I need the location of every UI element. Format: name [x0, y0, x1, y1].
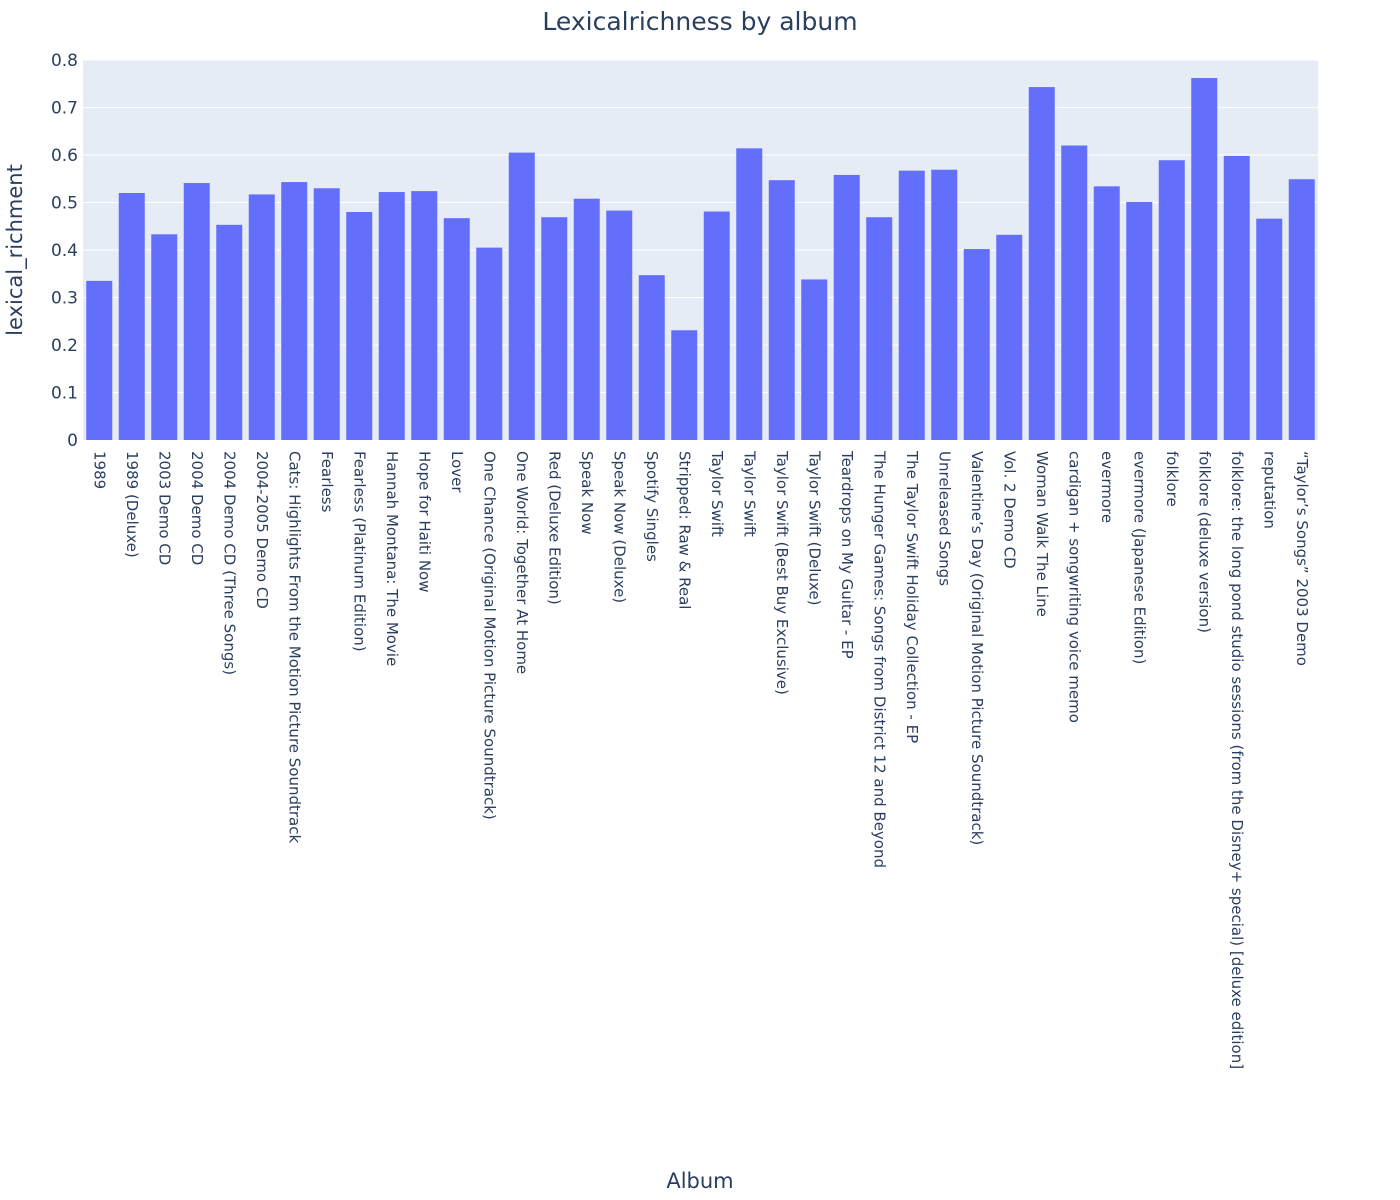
- chart-title: Lexicalrichness by album: [542, 7, 857, 36]
- y-tick-label: 0.4: [51, 241, 78, 261]
- x-tick-label: Red (Deluxe Edition): [545, 451, 563, 605]
- x-tick-label: Teardrops on My Guitar - EP: [838, 450, 856, 659]
- x-tick-label: 2004 Demo CD: [188, 451, 206, 565]
- bar: [736, 148, 763, 440]
- x-tick-label: Hannah Montana: The Movie: [383, 451, 401, 666]
- x-tick-label: Lover: [448, 451, 466, 493]
- x-tick-label: Fearless (Platinum Edition): [350, 451, 368, 652]
- bar: [1061, 145, 1088, 440]
- y-tick-label: 0.6: [51, 146, 78, 166]
- x-tick-label: Taylor Swift: [708, 450, 726, 537]
- x-tick-label: Spotify Singles: [643, 451, 661, 562]
- y-tick-label: 0.3: [51, 289, 78, 309]
- bar: [476, 247, 503, 440]
- bar: [151, 234, 178, 440]
- bar: [508, 152, 535, 440]
- bar: [1223, 155, 1250, 440]
- bar: [541, 217, 568, 440]
- y-tick-label: 0.8: [51, 51, 78, 71]
- x-tick-label: “Taylor’s Songs” 2003 Demo: [1293, 451, 1311, 666]
- x-tick-label: Cats: Highlights From the Motion Picture…: [285, 451, 303, 843]
- y-tick-label: 0.1: [51, 384, 78, 404]
- x-tick-label: 1989 (Deluxe): [123, 451, 141, 558]
- x-tick-label: evermore: [1098, 451, 1116, 523]
- x-axis-title: Album: [666, 1169, 733, 1193]
- x-tick-label: 1989: [90, 451, 108, 489]
- x-tick-label: The Hunger Games: Songs from District 12…: [870, 450, 888, 868]
- x-tick-label: Fearless: [318, 451, 336, 513]
- bar: [1093, 186, 1120, 440]
- x-tick-label: reputation: [1260, 451, 1278, 529]
- bar: [1028, 87, 1055, 440]
- x-tick-label: Speak Now: [578, 451, 596, 535]
- bar: [443, 218, 470, 440]
- bar: [866, 217, 893, 440]
- bar: [963, 249, 990, 440]
- bar: [183, 183, 210, 440]
- x-tick-label: Hope for Haiti Now: [415, 451, 433, 593]
- bar: [313, 188, 340, 440]
- x-tick-label: 2003 Demo CD: [155, 451, 173, 565]
- bar: [216, 224, 243, 440]
- x-tick-label: Unreleased Songs: [935, 451, 953, 586]
- x-tick-label: folklore (deluxe version): [1195, 451, 1213, 633]
- bar: [931, 169, 958, 440]
- x-tick-label: Valentine’s Day (Original Motion Picture…: [968, 451, 986, 845]
- x-tick-label: 2004-2005 Demo CD: [253, 451, 271, 609]
- bar: [118, 193, 145, 440]
- x-tick-label: evermore (Japanese Edition): [1130, 451, 1148, 664]
- x-tick-label: folklore: [1163, 451, 1181, 507]
- x-tick-label: Vol. 2 Demo CD: [1000, 451, 1018, 569]
- bar: [1126, 202, 1153, 440]
- bar: [86, 280, 113, 440]
- x-tick-label: folklore: the long pond studio sessions …: [1228, 451, 1246, 1069]
- x-tick-labels: 1989 1989 (Deluxe) 2003 Demo CD 2004 Demo C…: [90, 450, 1311, 1069]
- bar: [671, 330, 698, 440]
- bar: [898, 170, 925, 441]
- bar: [1158, 160, 1185, 440]
- x-tick-label: Speak Now (Deluxe): [610, 451, 628, 603]
- bar: [1288, 179, 1315, 440]
- x-tick-label: cardigan + songwriting voice memo: [1065, 451, 1083, 723]
- y-tick-label: 0: [67, 431, 78, 451]
- bar: [573, 198, 600, 440]
- bar: [833, 174, 860, 440]
- bar: [1191, 78, 1218, 441]
- bar: [248, 194, 275, 440]
- bar: [638, 275, 665, 440]
- bar: [768, 180, 795, 441]
- x-tick-label: Woman Walk The Line: [1033, 451, 1051, 617]
- bar: [1256, 218, 1283, 440]
- bar: [996, 234, 1023, 440]
- x-tick-label: One Chance (Original Motion Picture Soun…: [480, 451, 498, 820]
- bar: [281, 182, 308, 440]
- x-tick-label: Taylor Swift (Deluxe): [805, 450, 823, 605]
- y-tick-label: 0.7: [51, 99, 78, 119]
- x-tick-label: Stripped: Raw & Real: [675, 451, 693, 609]
- bar: [703, 211, 730, 440]
- x-tick-label: One World: Together At Home: [513, 451, 531, 674]
- x-tick-label: The Taylor Swift Holiday Collection - EP: [903, 450, 921, 743]
- bar: [378, 192, 405, 440]
- bar: [801, 279, 828, 440]
- x-tick-label: 2004 Demo CD (Three Songs): [220, 451, 238, 675]
- y-axis-title: lexical_richment: [3, 164, 28, 336]
- y-tick-label: 0.5: [51, 194, 78, 214]
- bars: [86, 78, 1315, 441]
- bar: [606, 210, 633, 440]
- bar: [411, 191, 438, 440]
- bar: [346, 212, 373, 440]
- y-tick-labels: 0 0.1 0.2 0.3 0.4 0.5 0.6 0.7 0.8: [51, 51, 78, 451]
- y-tick-label: 0.2: [51, 336, 78, 356]
- x-tick-label: Taylor Swift: [740, 450, 758, 537]
- x-tick-label: Taylor Swift (Best Buy Exclusive): [773, 450, 791, 695]
